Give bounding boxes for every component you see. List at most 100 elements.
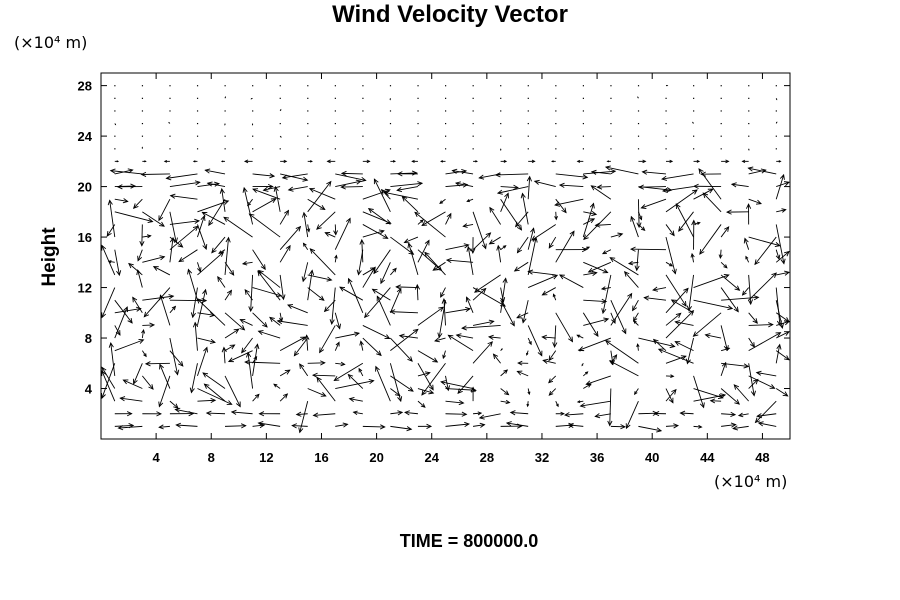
y-tick-label-2: 12: [78, 281, 92, 296]
wind-vector: [417, 97, 419, 99]
wind-vector: [665, 110, 667, 112]
wind-vector: [665, 312, 682, 326]
wind-vector: [548, 236, 557, 249]
wind-vector: [417, 400, 426, 408]
wind-vector: [362, 325, 391, 339]
x-tick-label-3: 16: [314, 450, 328, 465]
wind-vector: [434, 337, 446, 343]
wind-vector: [748, 272, 777, 301]
wind-vector: [141, 97, 144, 99]
wind-vector: [224, 135, 226, 137]
wind-vector: [333, 224, 338, 236]
wind-vector: [335, 179, 362, 188]
wind-vector: [775, 121, 778, 124]
wind-vector: [606, 160, 611, 163]
wind-vector: [500, 97, 502, 99]
wind-vector: [197, 262, 202, 273]
wind-vector: [114, 85, 116, 87]
wind-vector: [362, 211, 392, 225]
wind-vector: [335, 378, 375, 389]
wind-vector: [335, 331, 360, 339]
wind-vector: [527, 227, 536, 250]
wind-vector: [132, 198, 143, 209]
wind-vector: [417, 135, 419, 137]
wind-vector: [583, 168, 617, 175]
wind-vector: [335, 361, 346, 367]
wind-vector: [439, 198, 446, 205]
wind-vector: [169, 218, 201, 225]
wind-vector: [541, 287, 556, 296]
wind-vector: [220, 160, 226, 163]
wind-vector: [440, 160, 446, 163]
wind-vector: [421, 211, 446, 226]
wind-vector: [690, 252, 695, 263]
wind-vector: [636, 199, 642, 229]
wind-vector: [527, 148, 529, 150]
wind-vector: [721, 422, 737, 428]
wind-vector: [472, 97, 474, 99]
wind-vector: [555, 173, 589, 180]
wind-vector: [720, 274, 741, 291]
wind-vector: [258, 411, 281, 417]
wind-vector: [554, 211, 558, 221]
wind-vector: [227, 350, 253, 363]
wind-vector: [114, 411, 133, 417]
wind-vector: [224, 328, 240, 339]
wind-vector: [141, 328, 146, 339]
y-tick-label-5: 24: [78, 129, 93, 144]
wind-vector: [307, 148, 309, 150]
wind-vector: [718, 249, 723, 260]
x-tick-label-0: 4: [153, 450, 161, 465]
wind-vector: [748, 322, 774, 328]
wind-vector: [359, 340, 364, 351]
wind-vector: [311, 372, 336, 378]
wind-vector: [206, 181, 226, 188]
wind-vector: [445, 212, 452, 225]
wind-vector: [665, 287, 689, 314]
wind-vector: [748, 312, 758, 324]
wind-vector: [494, 172, 529, 178]
wind-vector: [376, 295, 391, 326]
y-tick-label-4: 20: [78, 180, 92, 195]
wind-vector: [298, 401, 309, 434]
wind-vector: [442, 350, 446, 360]
wind-vector: [362, 337, 382, 357]
wind-vector: [390, 375, 414, 392]
wind-vector: [674, 320, 694, 326]
wind-vector: [403, 236, 419, 244]
wind-vector: [638, 337, 676, 349]
wind-vector: [445, 400, 465, 406]
wind-vector: [747, 166, 777, 175]
wind-vector: [478, 413, 501, 420]
wind-vector: [555, 148, 557, 150]
wind-vector: [692, 121, 694, 124]
wind-vector: [641, 169, 667, 175]
wind-vector: [218, 249, 226, 254]
wind-vector: [745, 203, 752, 225]
wind-vector: [630, 215, 639, 238]
wind-vector: [531, 224, 556, 241]
wind-vector: [445, 421, 470, 427]
x-axis-unit: (×10⁴ m): [714, 472, 788, 491]
wind-vector: [637, 135, 640, 137]
wind-vector: [362, 267, 376, 276]
wind-vector: [500, 192, 509, 212]
wind-vector: [665, 355, 687, 364]
wind-vector: [775, 312, 790, 323]
wind-vector: [196, 148, 199, 150]
wind-vector: [169, 85, 171, 87]
wind-vector: [239, 319, 253, 326]
wind-vector: [224, 148, 226, 150]
wind-vector: [390, 337, 413, 362]
wind-vector: [168, 121, 171, 124]
wind-vector: [699, 224, 722, 255]
wind-vector: [358, 367, 364, 377]
wind-vector: [516, 236, 529, 254]
wind-vector: [362, 135, 364, 137]
wind-vector: [500, 245, 507, 251]
wind-vector: [455, 333, 474, 339]
wind-vector: [527, 388, 531, 396]
wind-vector: [196, 85, 199, 87]
wind-vector: [634, 388, 639, 396]
